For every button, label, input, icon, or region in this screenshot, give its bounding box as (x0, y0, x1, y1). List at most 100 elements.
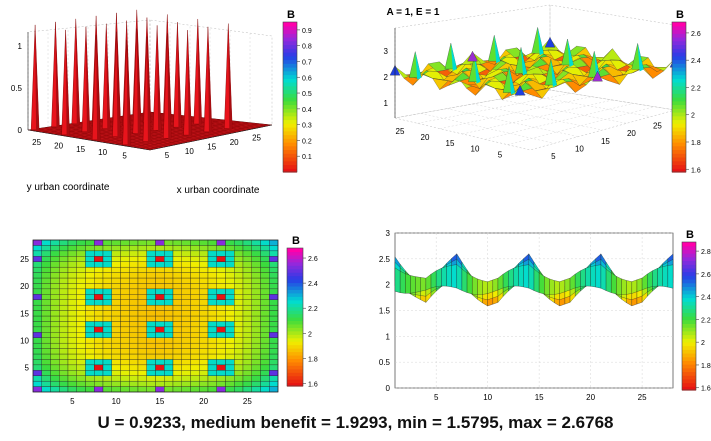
p3-colorbar-band (287, 351, 303, 356)
p3-heatmap-cell (269, 250, 279, 257)
p4-colorbar-label: 2.4 (701, 295, 711, 302)
p3-heatmap-cell (50, 310, 60, 317)
p3-heatmap-cell (181, 310, 191, 317)
p3-heatmap-cell (199, 288, 209, 295)
p3-heatmap-cell (269, 310, 279, 317)
p4-surface-patch (575, 270, 581, 289)
p1-colorbar-title: B (287, 9, 295, 21)
p3-heatmap-cell (207, 337, 217, 344)
p1-spike-shade (96, 34, 101, 142)
p3-heatmap-cell (137, 370, 147, 376)
p3-heatmap-cell (85, 250, 95, 257)
p3-heatmap-cell (120, 370, 130, 376)
p1-colorbar-band (283, 85, 297, 91)
p3-heatmap-cell (94, 239, 104, 246)
p1-floor-mesh (115, 121, 238, 145)
p2-colorbar-label: 2 (691, 113, 695, 120)
p3-heatmap-cell (155, 261, 165, 268)
p3-heatmap-cell (242, 326, 252, 333)
p3-heatmap-cell (32, 304, 42, 311)
p3-heatmap-cell (207, 375, 217, 382)
p3-heatmap-cell (199, 326, 209, 333)
p3-heatmap-cell (207, 353, 217, 360)
p3-heatmap-cell (164, 326, 174, 333)
p3-heatmap-cell (269, 288, 279, 295)
p3-heatmap-cell (102, 364, 112, 371)
p3-heatmap-cell (207, 380, 217, 387)
p3-heatmap-cell (269, 342, 279, 349)
p3-heatmap-cell (76, 353, 86, 360)
p3-heatmap-cell (102, 266, 112, 273)
p3-heatmap-cell (76, 266, 86, 273)
p3-heatmap-cell (207, 250, 217, 257)
p2-colorbar-band (672, 74, 686, 79)
p4-colorbar-band (682, 282, 696, 287)
p3-heatmap-cell (164, 337, 174, 344)
p3-heatmap-cell (225, 239, 235, 246)
p1-colorbar-band (283, 89, 297, 94)
p3-heatmap-cell (260, 348, 270, 355)
p3-heatmap-cell (242, 364, 252, 371)
p3-heatmap-cell (172, 261, 182, 268)
p3-heatmap-cell (190, 332, 200, 338)
p3-heatmap-cell (181, 348, 191, 355)
p3-heatmap-cell (50, 256, 60, 262)
p3-heatmap-cell (234, 380, 244, 387)
p3-heatmap-cell (242, 272, 252, 279)
p3-heatmap-cell (111, 272, 121, 279)
p3-heatmap-cell (146, 380, 156, 387)
p3-heatmap-cell (102, 337, 112, 344)
p3-heatmap-cell (199, 250, 209, 257)
p3-heatmap-cell (234, 370, 244, 376)
p3-heatmap-cell (199, 304, 209, 311)
p3-heatmap-cell (50, 380, 60, 387)
p3-colorbar-band (287, 285, 303, 290)
p1-spike-shade (106, 23, 111, 131)
p3-heatmap-cell (50, 304, 60, 311)
p3-heatmap-cell (199, 380, 209, 387)
p1-z-tick-label: 0 (18, 126, 23, 135)
p3-heatmap-cell (94, 294, 104, 300)
p3-heatmap-cell (181, 326, 191, 333)
p1-spike-shade (65, 29, 70, 137)
p1-colorbar-frame (282, 21, 298, 173)
p3-heatmap-cell (251, 326, 261, 333)
p3-heatmap-cell (137, 332, 147, 338)
p3-heatmap-cell (41, 337, 51, 344)
p3-heatmap-cell (190, 370, 200, 376)
p1-colorbar-band (283, 160, 297, 166)
p3-heatmap-cell (164, 239, 174, 246)
p3-heatmap-cell (32, 370, 42, 376)
p3-heatmap-cell (32, 256, 42, 262)
p3-heatmap-cell (129, 261, 139, 268)
p3-heatmap-cell (94, 359, 104, 366)
p3-heatmap-cell (234, 261, 244, 268)
p3-heatmap-cell (242, 277, 252, 284)
p2-colorbar-band (672, 85, 686, 91)
p3-heatmap-cell (41, 299, 51, 306)
p1-x-tick-label: 25 (252, 134, 261, 143)
p3-heatmap-cell (111, 245, 121, 252)
p3-heatmap-cell (225, 304, 235, 311)
p1-colorbar-label: 0.4 (302, 107, 312, 114)
p2-peak-shade (567, 39, 574, 67)
p3-heatmap-cell (251, 288, 261, 295)
p4-x-tick-label: 20 (586, 393, 595, 402)
p1-floor-mesh (132, 114, 255, 129)
p3-heatmap-cell (85, 304, 95, 311)
p2-colorbar-band (672, 108, 686, 113)
p2-peak-shade (450, 43, 457, 72)
p3-heatmap-cell (242, 337, 252, 344)
chart-surface-spikes-svg: 0 0.5 1 25 20 15 10 5 5 10 15 20 25 y urban coordinat… (11, 9, 312, 196)
p2-x-tick-label: 25 (653, 122, 662, 131)
p3-heatmap-cell (120, 266, 130, 273)
p3-heatmap-cell (155, 359, 165, 366)
p3-heatmap-cell (199, 299, 209, 306)
p3-heatmap-cell (41, 375, 51, 382)
p3-heatmap-cell (260, 342, 270, 349)
p3-heatmap-cell (67, 315, 77, 322)
p3-colorbar-band (287, 323, 303, 328)
p4-surface-patch (544, 276, 550, 295)
p1-colorbar-band (283, 142, 297, 147)
p4-surface-patch (482, 280, 488, 295)
